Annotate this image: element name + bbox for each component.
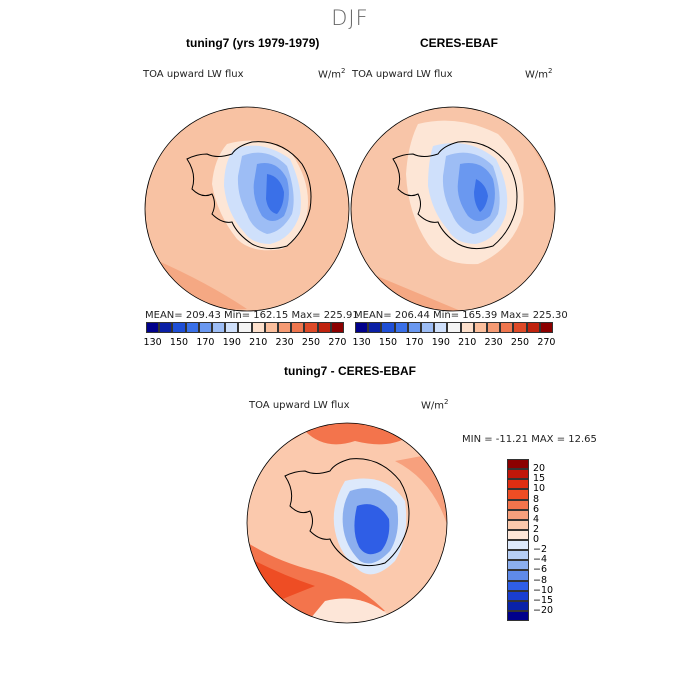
panel3-stats: MIN = -11.21 MAX = 12.65	[462, 434, 597, 445]
colorbar-swatch	[507, 560, 529, 571]
colorbar-swatch	[407, 322, 421, 333]
panel1-title: tuning7 (yrs 1979-1979)	[186, 36, 320, 50]
colorbar-swatch	[460, 322, 474, 333]
colorbar-tick-label: 4	[533, 513, 540, 525]
colorbar-swatch	[251, 322, 265, 333]
colorbar-tick-label: 170	[196, 337, 215, 348]
colorbar-tick-label: 130	[143, 337, 162, 348]
colorbar-tick-label: 150	[378, 337, 398, 348]
panel1-map	[144, 106, 350, 312]
panel2-colorbar	[355, 322, 553, 333]
colorbar-tick-label: 250	[510, 337, 530, 348]
colorbar-swatch	[421, 322, 435, 333]
colorbar-swatch	[507, 570, 529, 581]
colorbar-swatch	[159, 322, 173, 333]
colorbar-swatch	[513, 322, 527, 333]
colorbar-swatch	[507, 529, 529, 540]
colorbar-tick-label: −8	[533, 574, 548, 586]
colorbar-swatch	[381, 322, 395, 333]
colorbar-tick-label: 8	[533, 493, 540, 505]
colorbar-tick-label: 2	[533, 523, 540, 535]
colorbar-tick-label: 190	[222, 337, 241, 348]
colorbar-swatch	[225, 322, 239, 333]
colorbar-swatch	[500, 322, 514, 333]
colorbar-swatch	[330, 322, 344, 333]
panel2-stats: MEAN= 206.44 Min= 165.39 Max= 225.30	[354, 310, 568, 321]
colorbar-tick-label: 210	[458, 337, 477, 348]
colorbar-swatch	[355, 322, 369, 333]
colorbar-swatch	[238, 322, 252, 333]
panel1-colorbar-ticks: 130 150 170 190 210 230 250 270	[143, 337, 347, 349]
colorbar-tick-label: 15	[533, 473, 546, 485]
panel2-title: CERES-EBAF	[420, 36, 499, 50]
colorbar-swatch	[507, 590, 529, 601]
panel1-colorbar	[146, 322, 344, 333]
colorbar-tick-label: 210	[249, 337, 268, 348]
colorbar-tick-label: 6	[533, 503, 540, 515]
panel2-variable-label: TOA upward LW flux	[352, 69, 453, 80]
colorbar-tick-label: 10	[533, 483, 546, 495]
colorbar-tick-label: −10	[533, 584, 554, 596]
colorbar-tick-label: 230	[275, 337, 294, 348]
colorbar-swatch	[291, 322, 305, 333]
colorbar-swatch	[507, 610, 529, 621]
colorbar-swatch	[507, 469, 529, 480]
colorbar-tick-label: 230	[484, 337, 503, 348]
panel1-variable-label: TOA upward LW flux	[143, 69, 244, 80]
colorbar-tick-label: −20	[533, 604, 554, 616]
colorbar-tick-label: 270	[537, 337, 556, 348]
colorbar-tick-label: 270	[328, 337, 347, 348]
colorbar-swatch	[526, 322, 540, 333]
colorbar-swatch	[146, 322, 160, 333]
colorbar-swatch	[172, 322, 186, 333]
colorbar-tick-label: 190	[431, 337, 450, 348]
panel1-stats: MEAN= 209.43 Min= 162.15 Max= 225.91	[145, 310, 359, 321]
colorbar-swatch	[507, 540, 529, 551]
colorbar-swatch	[507, 509, 529, 520]
panel3-title: tuning7 - CERES-EBAF	[284, 364, 416, 378]
panel3-map	[246, 422, 448, 624]
colorbar-tick-label: 150	[169, 337, 189, 348]
colorbar-swatch	[507, 479, 529, 490]
difference-colorbar-ticks: 20 15 10 8 6 4 2 0 −2 −4 −6 −8 −10 −15 −20	[533, 459, 573, 621]
colorbar-tick-label: 170	[405, 337, 424, 348]
panel2-colorbar-ticks: 130 150 170 190 210 230 250 270	[352, 337, 556, 349]
colorbar-tick-label: −2	[533, 544, 548, 556]
colorbar-swatch	[264, 322, 278, 333]
panel2-map	[350, 106, 556, 312]
colorbar-swatch	[507, 580, 529, 591]
panel3-variable-label: TOA upward LW flux	[249, 400, 350, 411]
colorbar-swatch	[487, 322, 501, 333]
colorbar-swatch	[507, 550, 529, 561]
colorbar-tick-label: 20	[533, 463, 546, 475]
colorbar-swatch	[394, 322, 408, 333]
colorbar-swatch	[473, 322, 487, 333]
colorbar-swatch	[317, 322, 331, 333]
panel2-units: W/m2	[525, 67, 553, 81]
colorbar-tick-label: 250	[301, 337, 321, 348]
colorbar-tick-label: 130	[352, 337, 371, 348]
colorbar-swatch	[507, 600, 529, 611]
colorbar-swatch	[507, 459, 529, 470]
colorbar-swatch	[212, 322, 226, 333]
colorbar-tick-label: −4	[533, 554, 548, 566]
colorbar-tick-label: −6	[533, 564, 548, 576]
colorbar-swatch	[507, 499, 529, 510]
panel1-units: W/m2	[318, 67, 346, 81]
colorbar-swatch	[304, 322, 318, 333]
colorbar-swatch	[434, 322, 448, 333]
colorbar-swatch	[368, 322, 382, 333]
colorbar-swatch	[198, 322, 212, 333]
figure-title: DJF	[331, 6, 369, 30]
colorbar-tick-label: −15	[533, 594, 554, 606]
colorbar-swatch	[185, 322, 199, 333]
colorbar-swatch	[278, 322, 292, 333]
colorbar-swatch	[507, 519, 529, 530]
colorbar-swatch	[447, 322, 461, 333]
panel3-units: W/m2	[421, 398, 449, 412]
colorbar-swatch	[539, 322, 553, 333]
colorbar-tick-label: 0	[533, 534, 540, 545]
difference-colorbar	[507, 459, 529, 621]
colorbar-swatch	[507, 489, 529, 500]
